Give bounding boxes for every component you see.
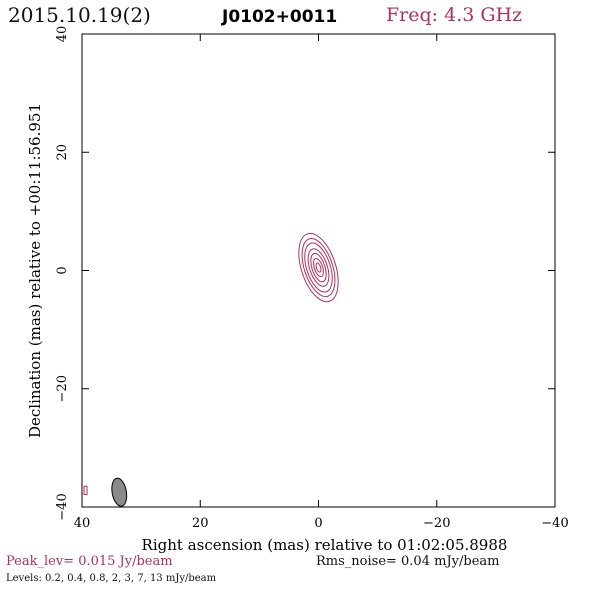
y-tick-label: −20: [55, 375, 70, 402]
y-tick-label: −40: [55, 493, 70, 520]
source-contour: [298, 232, 339, 303]
contour-levels: Levels: 0.2, 0.4, 0.8, 2, 3, 7, 13 mJy/b…: [6, 573, 217, 584]
y-tick-label: 40: [55, 26, 70, 43]
source-contour: [315, 262, 322, 273]
source-contour: [310, 252, 327, 283]
x-tick-label: −40: [541, 516, 568, 531]
y-axis-label: Declination (mas) relative to +00:11:56.…: [26, 103, 44, 438]
peak-level: Peak_lev= 0.015 Jy/beam: [6, 554, 173, 569]
rms-noise: Rms_noise= 0.04 mJy/beam: [316, 554, 500, 569]
x-tick-label: 20: [192, 516, 209, 531]
source-name: J0102+0011: [222, 7, 338, 27]
source-contour: [307, 248, 330, 287]
source-contour: [313, 257, 324, 278]
y-tick-label: 0: [55, 266, 70, 274]
y-tick-label: 20: [55, 144, 70, 161]
source-contour: [304, 242, 333, 293]
beam-ellipse: [111, 477, 128, 507]
x-tick-label: 40: [74, 516, 91, 531]
frequency-label: Freq: 4.3 GHz: [386, 4, 523, 26]
observation-date: 2015.10.19(2): [8, 3, 151, 27]
edge-contour: [83, 485, 88, 496]
x-axis-label: Right ascension (mas) relative to 01:02:…: [142, 536, 508, 554]
source-contour: [301, 238, 336, 298]
plot-frame: [81, 33, 556, 508]
x-tick-label: 0: [314, 516, 322, 531]
x-tick-label: −20: [423, 516, 450, 531]
